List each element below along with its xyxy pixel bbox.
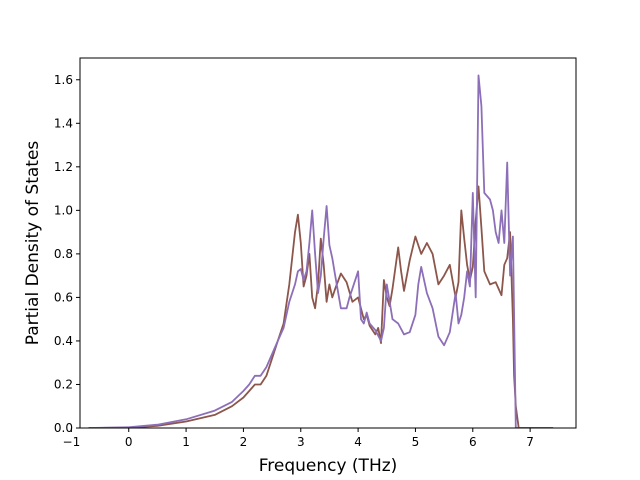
plot-layer bbox=[88, 74, 554, 428]
x-axis-label: Frequency (THz) bbox=[259, 456, 398, 476]
y-tick-label: 1.6 bbox=[54, 73, 73, 87]
y-axis-label: Partial Density of States bbox=[23, 141, 43, 346]
x-tick-label: 3 bbox=[297, 435, 305, 449]
x-tick-label: 6 bbox=[469, 435, 477, 449]
series-line-1 bbox=[88, 74, 554, 428]
x-tick-label: −1 bbox=[63, 435, 81, 449]
x-tick-label: 0 bbox=[125, 435, 133, 449]
y-tick-label: 0.0 bbox=[54, 421, 73, 435]
ticks-layer: −1 0 1 2 3 4 5 6 7 0.0 0.2 0.4 0.6 0.8 1.0 1.2 1.4 1.6 bbox=[54, 73, 534, 449]
x-tick-label: 2 bbox=[240, 435, 248, 449]
y-tick-label: 1.0 bbox=[54, 203, 73, 217]
y-tick-label: 0.6 bbox=[54, 290, 73, 304]
series-line-0 bbox=[88, 185, 554, 428]
plot-frame bbox=[79, 57, 577, 429]
y-tick-label: 1.4 bbox=[54, 116, 73, 130]
y-tick-label: 1.2 bbox=[54, 160, 73, 174]
x-tick-label: 5 bbox=[412, 435, 420, 449]
x-tick-label: 1 bbox=[182, 435, 190, 449]
y-tick-label: 0.2 bbox=[54, 377, 73, 391]
x-tick-label: 7 bbox=[526, 435, 534, 449]
x-tick-label: 4 bbox=[354, 435, 362, 449]
y-tick-label: 0.8 bbox=[54, 247, 73, 261]
y-tick-label: 0.4 bbox=[54, 334, 73, 348]
